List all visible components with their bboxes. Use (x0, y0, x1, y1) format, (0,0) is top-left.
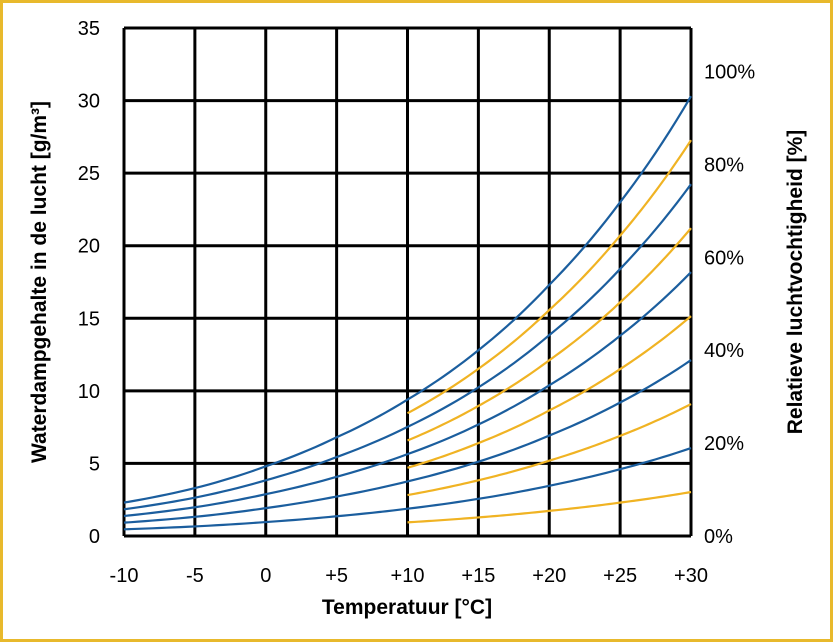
y2-tick-label: 40% (704, 340, 744, 362)
y2-tick-labels: 0% 20% 40% 60% 80% 100% (704, 62, 755, 548)
y-tick-label: 0 (89, 526, 100, 548)
series-line-50pct (407, 315, 692, 469)
series-line-10pct (407, 490, 692, 524)
x-tick-label: +30 (674, 565, 708, 587)
series-line-30pct (407, 403, 692, 497)
y-tick-label: 35 (78, 18, 100, 40)
y-axis-title: Waterdampgehalte in de lucht [g/m³] (28, 101, 51, 463)
y2-axis-title: Relatieve luchtvochtigheid [%] (784, 130, 807, 435)
x-tick-label: -5 (186, 565, 204, 587)
series-line-40pct (123, 359, 692, 524)
x-tick-label: -10 (110, 565, 139, 587)
y-tick-label: 30 (78, 91, 100, 113)
series-line-90pct (406, 139, 692, 415)
y-tick-label: 20 (78, 236, 100, 258)
series-line-100pct (123, 95, 692, 504)
curve-layer (123, 95, 692, 531)
x-tick-label: +10 (391, 565, 425, 587)
x-tick-label: +20 (532, 565, 566, 587)
series-line-80pct (123, 183, 692, 511)
y-tick-label: 10 (78, 381, 100, 403)
y-tick-label: 25 (78, 163, 100, 185)
y2-tick-label: 20% (704, 433, 744, 455)
y-tick-label: 5 (89, 453, 100, 475)
x-tick-label: +25 (603, 565, 637, 587)
y-tick-labels: 0 5 10 15 20 25 30 35 (78, 18, 100, 548)
x-tick-label: +5 (325, 565, 348, 587)
y2-tick-label: 80% (704, 154, 744, 176)
x-axis-title: Temperatuur [°C] (322, 596, 492, 619)
x-tick-labels: -10 -5 0 +5 +10 +15 +20 +25 +30 (110, 565, 708, 587)
grid-lines (122, 26, 693, 538)
y-tick-label: 15 (78, 308, 100, 330)
y2-tick-label: 100% (704, 62, 755, 84)
series-line-70pct (407, 227, 692, 442)
series-line-60pct (123, 271, 692, 518)
y2-tick-label: 60% (704, 247, 744, 269)
y2-tick-label: 0% (704, 526, 733, 548)
x-tick-label: +15 (461, 565, 495, 587)
x-tick-label: 0 (260, 565, 271, 587)
series-line-20pct (123, 446, 692, 531)
